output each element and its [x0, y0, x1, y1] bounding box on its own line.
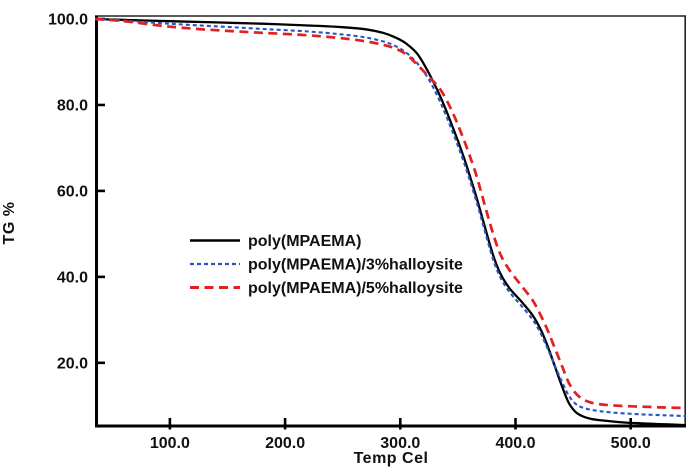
legend-label-2: poly(MPAEMA)/5%halloysite: [248, 280, 463, 297]
legend-label-0: poly(MPAEMA): [248, 233, 361, 250]
y-tick-label: 60.0: [57, 183, 88, 200]
x-tick-label: 500.0: [611, 435, 651, 452]
x-tick-label: 100.0: [150, 435, 190, 452]
series-line-1: [94, 17, 687, 418]
y-tick-label: 40.0: [57, 269, 88, 286]
y-tick-label: 80.0: [57, 97, 88, 114]
x-axis-title: Temp Cel: [354, 450, 429, 467]
y-axis-title: TG %: [1, 202, 18, 245]
x-tick-label: 400.0: [495, 435, 535, 452]
y-tick-label: 100.0: [48, 12, 88, 29]
x-tick-label: 300.0: [380, 435, 420, 452]
y-tick-label: 20.0: [57, 355, 88, 372]
series-line-0: [94, 17, 687, 427]
series-line-2: [94, 17, 687, 410]
x-tick-label: 200.0: [265, 435, 305, 452]
legend-label-1: poly(MPAEMA)/3%halloysite: [248, 257, 463, 274]
